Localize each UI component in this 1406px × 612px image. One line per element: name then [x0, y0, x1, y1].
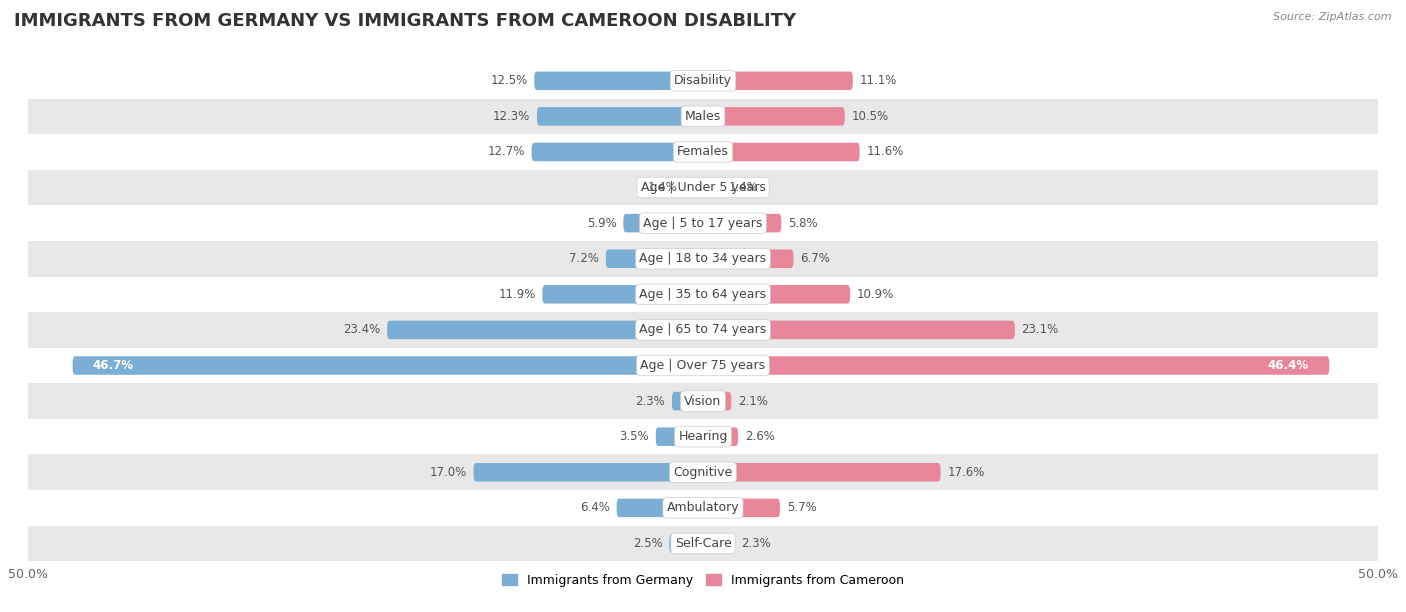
Text: 11.9%: 11.9% — [498, 288, 536, 301]
FancyBboxPatch shape — [672, 392, 703, 411]
FancyBboxPatch shape — [703, 499, 780, 517]
FancyBboxPatch shape — [655, 427, 703, 446]
Bar — [28, 241, 1378, 277]
Legend: Immigrants from Germany, Immigrants from Cameroon: Immigrants from Germany, Immigrants from… — [498, 569, 908, 592]
FancyBboxPatch shape — [623, 214, 703, 233]
Text: 46.4%: 46.4% — [1268, 359, 1309, 372]
Bar — [28, 63, 1378, 99]
Bar — [28, 277, 1378, 312]
Text: 2.3%: 2.3% — [636, 395, 665, 408]
Text: 2.3%: 2.3% — [741, 537, 770, 550]
Text: Vision: Vision — [685, 395, 721, 408]
Text: 12.3%: 12.3% — [494, 110, 530, 123]
FancyBboxPatch shape — [703, 250, 793, 268]
FancyBboxPatch shape — [703, 143, 859, 161]
Bar — [28, 455, 1378, 490]
Text: Age | Over 75 years: Age | Over 75 years — [641, 359, 765, 372]
Text: 17.6%: 17.6% — [948, 466, 984, 479]
Text: 6.4%: 6.4% — [581, 501, 610, 514]
Text: Age | 5 to 17 years: Age | 5 to 17 years — [644, 217, 762, 230]
Text: 5.8%: 5.8% — [787, 217, 818, 230]
FancyBboxPatch shape — [703, 214, 782, 233]
Text: 6.7%: 6.7% — [800, 252, 830, 265]
FancyBboxPatch shape — [537, 107, 703, 125]
Text: 17.0%: 17.0% — [430, 466, 467, 479]
Text: 3.5%: 3.5% — [620, 430, 650, 443]
Text: Males: Males — [685, 110, 721, 123]
Text: 46.7%: 46.7% — [93, 359, 134, 372]
Text: 5.9%: 5.9% — [586, 217, 617, 230]
FancyBboxPatch shape — [703, 534, 734, 553]
Text: Source: ZipAtlas.com: Source: ZipAtlas.com — [1274, 12, 1392, 22]
FancyBboxPatch shape — [534, 72, 703, 90]
FancyBboxPatch shape — [73, 356, 703, 375]
Text: Self-Care: Self-Care — [675, 537, 731, 550]
FancyBboxPatch shape — [531, 143, 703, 161]
Bar — [28, 383, 1378, 419]
Text: 2.1%: 2.1% — [738, 395, 768, 408]
Bar — [28, 526, 1378, 561]
FancyBboxPatch shape — [543, 285, 703, 304]
Text: IMMIGRANTS FROM GERMANY VS IMMIGRANTS FROM CAMEROON DISABILITY: IMMIGRANTS FROM GERMANY VS IMMIGRANTS FR… — [14, 12, 796, 30]
Text: 12.5%: 12.5% — [491, 74, 527, 88]
FancyBboxPatch shape — [474, 463, 703, 482]
Bar — [28, 348, 1378, 383]
Bar — [28, 419, 1378, 455]
Text: Age | 35 to 64 years: Age | 35 to 64 years — [640, 288, 766, 301]
Text: Hearing: Hearing — [678, 430, 728, 443]
Bar — [28, 134, 1378, 170]
Text: Females: Females — [678, 146, 728, 159]
Text: 1.4%: 1.4% — [728, 181, 758, 194]
FancyBboxPatch shape — [703, 392, 731, 411]
FancyBboxPatch shape — [703, 72, 853, 90]
FancyBboxPatch shape — [685, 178, 703, 197]
Text: 23.1%: 23.1% — [1022, 323, 1059, 337]
Bar — [28, 206, 1378, 241]
Text: Age | 65 to 74 years: Age | 65 to 74 years — [640, 323, 766, 337]
FancyBboxPatch shape — [617, 499, 703, 517]
FancyBboxPatch shape — [703, 178, 721, 197]
FancyBboxPatch shape — [703, 321, 1015, 339]
Text: 11.6%: 11.6% — [866, 146, 904, 159]
Text: 12.7%: 12.7% — [488, 146, 524, 159]
Bar — [28, 99, 1378, 134]
Text: Age | 18 to 34 years: Age | 18 to 34 years — [640, 252, 766, 265]
Text: 10.5%: 10.5% — [852, 110, 889, 123]
FancyBboxPatch shape — [387, 321, 703, 339]
FancyBboxPatch shape — [703, 356, 1329, 375]
Text: 11.1%: 11.1% — [859, 74, 897, 88]
Text: 2.6%: 2.6% — [745, 430, 775, 443]
FancyBboxPatch shape — [703, 463, 941, 482]
Text: 23.4%: 23.4% — [343, 323, 381, 337]
Text: Age | Under 5 years: Age | Under 5 years — [641, 181, 765, 194]
Text: 2.5%: 2.5% — [633, 537, 662, 550]
Text: Ambulatory: Ambulatory — [666, 501, 740, 514]
Bar — [28, 312, 1378, 348]
FancyBboxPatch shape — [669, 534, 703, 553]
Text: 7.2%: 7.2% — [569, 252, 599, 265]
Text: Disability: Disability — [673, 74, 733, 88]
FancyBboxPatch shape — [703, 107, 845, 125]
FancyBboxPatch shape — [703, 427, 738, 446]
Bar — [28, 490, 1378, 526]
Text: 10.9%: 10.9% — [856, 288, 894, 301]
FancyBboxPatch shape — [606, 250, 703, 268]
Text: 1.4%: 1.4% — [648, 181, 678, 194]
FancyBboxPatch shape — [703, 285, 851, 304]
Text: Cognitive: Cognitive — [673, 466, 733, 479]
Text: 5.7%: 5.7% — [787, 501, 817, 514]
Bar — [28, 170, 1378, 206]
